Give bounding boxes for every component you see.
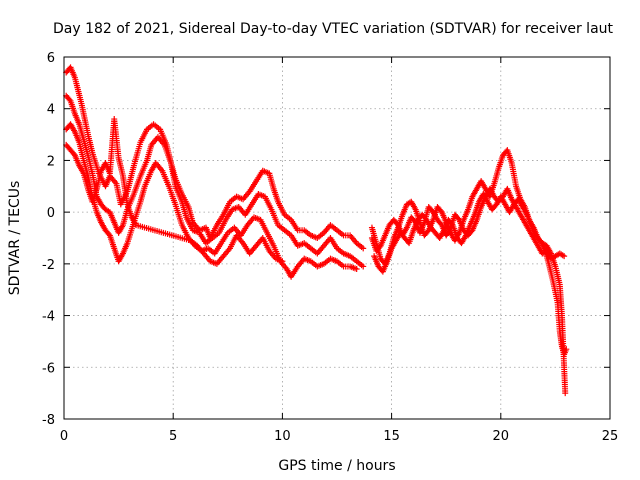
y-axis-title: SDTVAR / TECUs	[7, 181, 23, 296]
data-point	[424, 228, 431, 235]
y-tick-label: 2	[47, 154, 55, 169]
data-point	[455, 215, 462, 222]
data-point	[360, 245, 367, 252]
data-point	[70, 150, 77, 157]
axis-ticks	[63, 56, 611, 420]
data-point	[437, 207, 444, 214]
data-point	[448, 220, 455, 227]
series-track-e	[368, 147, 569, 397]
series-track-b	[63, 92, 367, 270]
x-tick-labels: 0 5 10 15 20 25	[60, 429, 618, 444]
data-point	[376, 244, 383, 251]
data-point	[563, 346, 570, 353]
data-point	[66, 96, 73, 103]
chart-title: Day 182 of 2021, Sidereal Day-to-day VTE…	[53, 21, 614, 37]
y-tick-label: 0	[47, 206, 55, 221]
data-point	[561, 253, 568, 260]
y-tick-label: 6	[47, 51, 55, 66]
data-point	[105, 231, 112, 238]
data-point	[353, 266, 360, 273]
x-axis-title: GPS time / hours	[278, 458, 395, 474]
plot-frame	[63, 56, 611, 420]
data-point	[437, 220, 444, 227]
series-track-c	[63, 121, 360, 280]
series-track-g	[371, 191, 570, 358]
x-tick-label: 25	[602, 429, 619, 444]
data-point	[394, 220, 401, 227]
grid	[64, 57, 610, 419]
y-tick-label: -2	[42, 258, 55, 273]
data-points	[63, 64, 570, 397]
x-tick-label: 0	[60, 429, 68, 444]
y-tick-label: -6	[42, 361, 55, 376]
data-point	[562, 390, 569, 397]
y-tick-label: -8	[42, 413, 55, 428]
x-tick-label: 20	[493, 429, 510, 444]
data-point	[360, 263, 367, 270]
y-tick-label: -4	[42, 310, 55, 325]
y-tick-labels: -8 -6 -4 -2 0 2 4 6	[42, 51, 55, 428]
x-tick-label: 15	[383, 429, 400, 444]
series-track-d	[63, 116, 286, 267]
y-tick-label: 4	[47, 103, 55, 118]
x-tick-label: 5	[169, 429, 177, 444]
data-point	[279, 258, 286, 265]
x-tick-label: 10	[274, 429, 291, 444]
